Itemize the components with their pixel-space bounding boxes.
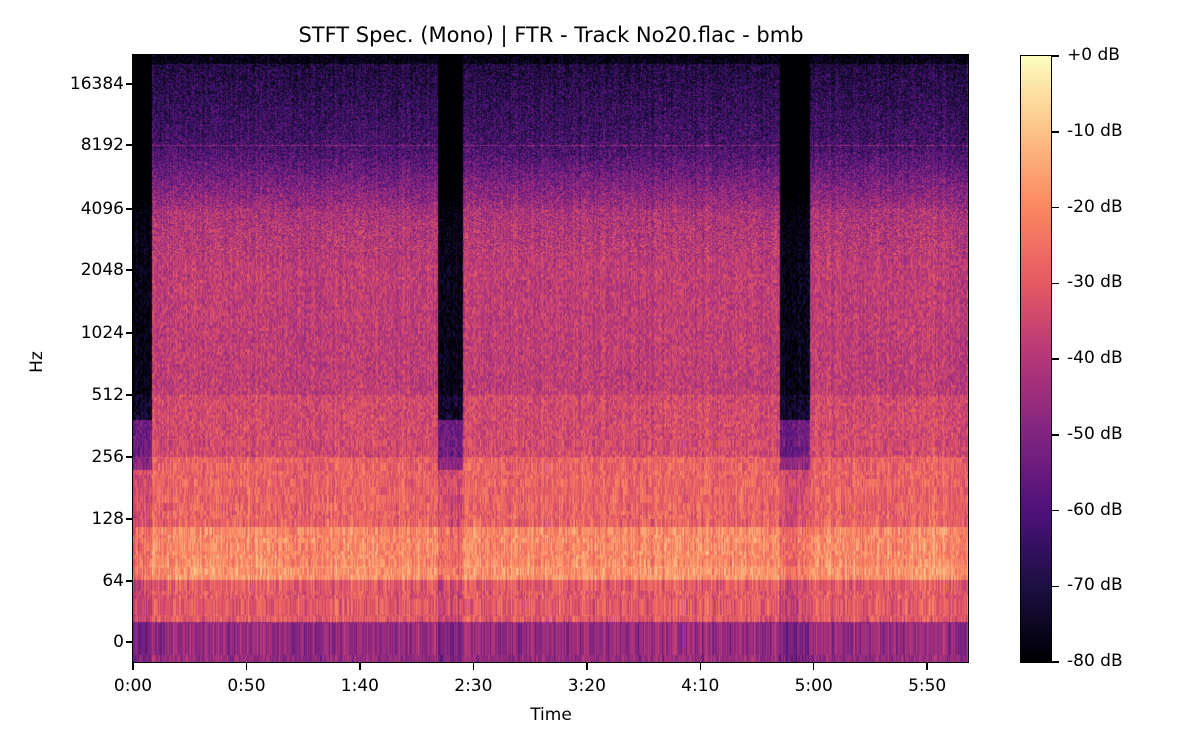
x-tick-mark bbox=[245, 663, 248, 670]
colorbar-tick-mark bbox=[1052, 55, 1059, 57]
colorbar-tick-label: -10 dB bbox=[1067, 120, 1123, 141]
x-tick-mark bbox=[359, 663, 361, 670]
x-tick-label: 1:40 bbox=[340, 676, 379, 696]
colorbar-tick-mark bbox=[1052, 131, 1059, 133]
x-tick-mark bbox=[926, 663, 928, 670]
spectrogram-image bbox=[133, 55, 968, 662]
x-tick-label: 0:50 bbox=[227, 676, 266, 696]
colorbar-tick-label: -70 dB bbox=[1067, 575, 1123, 596]
y-tick-label: 256 bbox=[91, 447, 124, 467]
colorbar-tick-label: +0 dB bbox=[1067, 45, 1120, 65]
colorbar-tick-mark bbox=[1052, 661, 1059, 663]
x-tick-mark bbox=[586, 663, 588, 670]
x-tick-label: 3:20 bbox=[567, 676, 606, 696]
colorbar-tick-label: -40 dB bbox=[1067, 348, 1123, 368]
y-tick-mark bbox=[126, 394, 133, 396]
colorbar-tick-mark bbox=[1052, 585, 1059, 587]
spectrogram-plot-area bbox=[132, 54, 969, 663]
x-tick-mark bbox=[699, 663, 701, 670]
y-tick-label: 16384 bbox=[69, 74, 124, 94]
y-tick-label: 2048 bbox=[80, 260, 124, 280]
colorbar-tick-mark bbox=[1052, 509, 1059, 512]
colorbar-tick-label: -60 dB bbox=[1067, 499, 1123, 520]
colorbar bbox=[1020, 55, 1052, 663]
x-tick-mark bbox=[132, 663, 134, 670]
x-tick-label: 5:00 bbox=[794, 676, 833, 696]
y-tick-label: 512 bbox=[91, 385, 124, 405]
x-tick-label: 0:00 bbox=[113, 676, 153, 696]
x-tick-label: 5:50 bbox=[908, 676, 947, 696]
x-tick-label: 2:30 bbox=[454, 676, 493, 696]
y-tick-mark bbox=[126, 332, 133, 334]
y-tick-mark bbox=[126, 641, 133, 643]
chart-title: STFT Spec. (Mono) | FTR - Track No20.fla… bbox=[298, 23, 804, 47]
colorbar-tick-mark bbox=[1052, 358, 1059, 360]
y-tick-label: 8192 bbox=[80, 135, 124, 155]
y-tick-label: 4096 bbox=[80, 199, 124, 219]
y-tick-mark bbox=[126, 208, 133, 210]
y-tick-mark bbox=[126, 144, 133, 146]
colorbar-tick-mark bbox=[1052, 206, 1059, 209]
y-tick-mark bbox=[126, 269, 133, 271]
y-tick-label: 128 bbox=[91, 509, 124, 529]
y-tick-mark bbox=[126, 456, 133, 458]
y-axis-label: Hz bbox=[27, 351, 47, 373]
x-tick-mark bbox=[472, 663, 475, 670]
y-tick-label: 0 bbox=[113, 632, 124, 652]
colorbar-tick-label: -30 dB bbox=[1067, 272, 1123, 293]
colorbar-tick-mark bbox=[1052, 282, 1059, 284]
x-tick-mark bbox=[812, 663, 815, 670]
y-tick-mark bbox=[126, 83, 133, 85]
x-tick-label: 4:10 bbox=[681, 676, 720, 696]
y-tick-mark bbox=[126, 580, 133, 582]
y-tick-label: 64 bbox=[102, 571, 124, 591]
colorbar-gradient bbox=[1021, 56, 1051, 662]
colorbar-tick-label: -20 dB bbox=[1067, 196, 1123, 217]
y-tick-label: 1024 bbox=[80, 323, 124, 343]
x-axis-label: Time bbox=[530, 705, 572, 725]
colorbar-tick-label: -80 dB bbox=[1067, 651, 1123, 671]
y-tick-mark bbox=[126, 518, 133, 520]
colorbar-tick-mark bbox=[1052, 434, 1059, 436]
colorbar-tick-label: -50 dB bbox=[1067, 423, 1123, 444]
